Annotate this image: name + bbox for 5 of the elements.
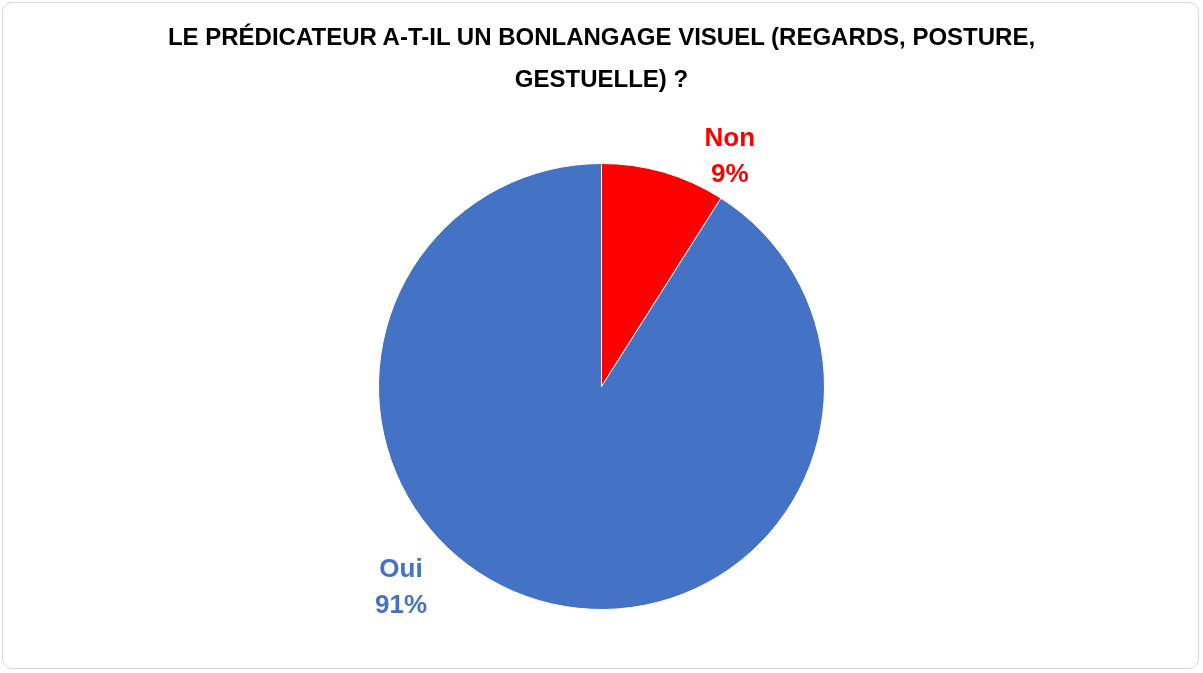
slice-label: Oui — [379, 552, 423, 583]
slice-label: Non — [704, 121, 756, 152]
chart-title: LE PRÉDICATEUR A-T-IL UN BONLANGAGE VISUEL (REGARDS, POSTURE, GESTUELLE) ? — [167, 23, 1036, 92]
data-label: 91% — [375, 588, 428, 619]
data-label: 9% — [711, 157, 749, 188]
